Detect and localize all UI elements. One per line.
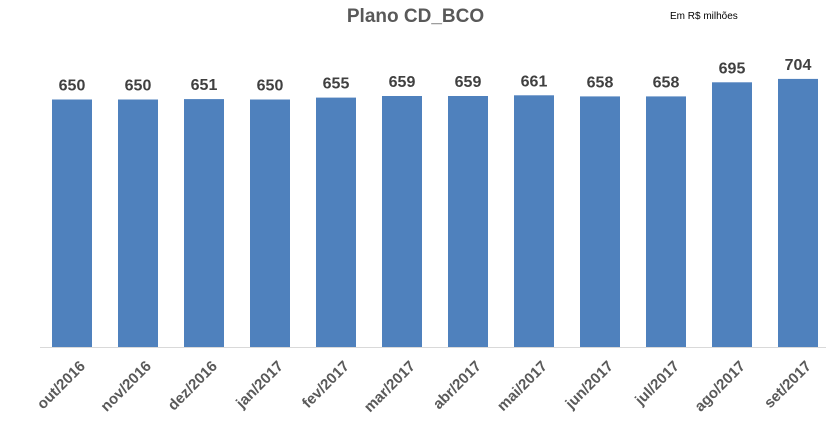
x-tick-fev-2017: fev/2017 bbox=[299, 358, 353, 412]
chart-title: Plano CD_BCO bbox=[346, 6, 485, 27]
data-label-abr-2017: 659 bbox=[455, 74, 482, 91]
bar-jul-2017 bbox=[646, 96, 686, 348]
data-label-set-2017: 704 bbox=[785, 57, 812, 74]
value-labels-layer: 650 650 651 650 655 659 659 661 658 658 695 704 bbox=[59, 57, 812, 95]
bar-out-2016 bbox=[52, 99, 92, 347]
data-label-fev-2017: 655 bbox=[323, 76, 350, 93]
data-label-jul-2017: 658 bbox=[653, 74, 680, 91]
x-tick-labels: out/2016 nov/2016 dez/2016 jan/2017 fev/2017… bbox=[34, 358, 815, 416]
bar-mai-2017 bbox=[514, 95, 554, 347]
data-label-dez-2016: 651 bbox=[191, 77, 218, 94]
x-tick-jul-2017: jul/2017 bbox=[631, 358, 683, 410]
bar-fev-2017 bbox=[316, 97, 356, 347]
x-tick-nov-2016: nov/2016 bbox=[97, 358, 154, 415]
bar-mar-2017 bbox=[382, 96, 422, 347]
bar-ago-2017 bbox=[712, 82, 752, 348]
bar-jun-2017 bbox=[580, 96, 620, 348]
bar-set-2017 bbox=[778, 78, 818, 348]
data-label-nov-2016: 650 bbox=[125, 78, 152, 95]
bar-nov-2016 bbox=[118, 99, 158, 347]
x-tick-set-2017: set/2017 bbox=[761, 358, 815, 412]
unit-note: Em R$ milhões bbox=[670, 11, 738, 22]
data-label-out-2016: 650 bbox=[59, 78, 86, 95]
x-tick-jun-2017: jun/2017 bbox=[562, 358, 617, 413]
bar-jan-2017 bbox=[250, 99, 290, 347]
data-label-mar-2017: 659 bbox=[389, 74, 416, 91]
x-tick-mar-2017: mar/2017 bbox=[361, 358, 419, 416]
bars-layer bbox=[52, 78, 818, 348]
bar-abr-2017 bbox=[448, 96, 488, 347]
x-tick-ago-2017: ago/2017 bbox=[691, 358, 748, 415]
x-tick-mai-2017: mai/2017 bbox=[494, 358, 551, 415]
data-label-mai-2017: 661 bbox=[521, 73, 548, 90]
data-label-jun-2017: 658 bbox=[587, 74, 614, 91]
bar-dez-2016 bbox=[184, 99, 224, 347]
x-tick-jan-2017: jan/2017 bbox=[232, 358, 287, 413]
x-tick-dez-2016: dez/2016 bbox=[165, 358, 221, 414]
data-label-jan-2017: 650 bbox=[257, 78, 284, 95]
data-label-ago-2017: 695 bbox=[719, 60, 746, 77]
x-tick-out-2016: out/2016 bbox=[34, 358, 89, 413]
x-tick-abr-2017: abr/2017 bbox=[430, 358, 485, 413]
